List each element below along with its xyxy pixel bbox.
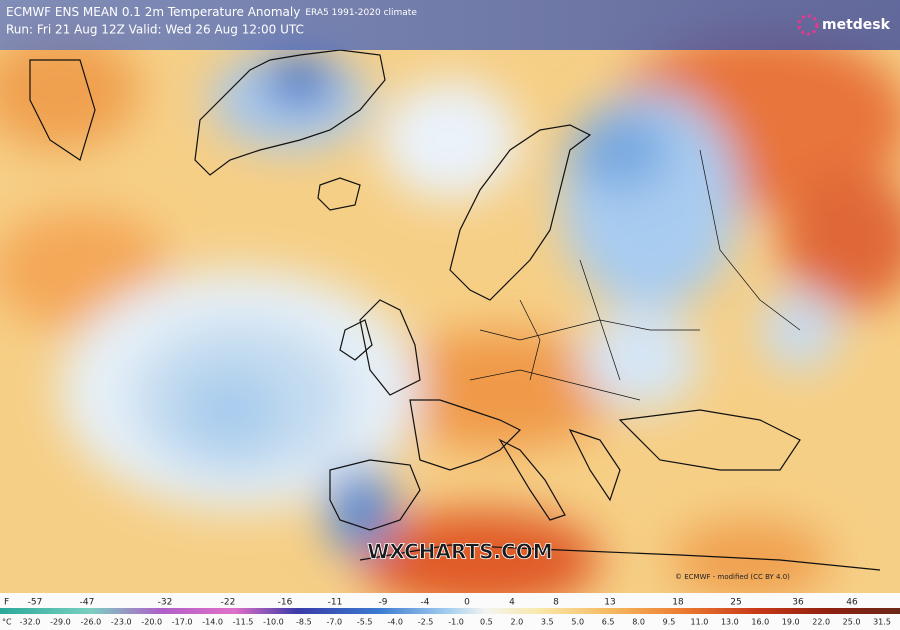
- c-label: -29.0: [50, 618, 71, 627]
- c-label: 0.5: [480, 618, 493, 627]
- c-label: -26.0: [81, 618, 102, 627]
- c-label: 9.5: [663, 618, 676, 627]
- f-label: -11: [328, 598, 343, 608]
- c-label: -5.5: [357, 618, 373, 627]
- c-label: -14.0: [202, 618, 223, 627]
- watermark: WXCHARTS.COM: [367, 540, 552, 564]
- c-label: 25.0: [843, 618, 861, 627]
- copyright: © ECMWF - modified (CC BY 4.0): [675, 573, 790, 581]
- f-label: -32: [158, 598, 173, 608]
- c-label: -20.0: [141, 618, 162, 627]
- c-label: 11.0: [691, 618, 709, 627]
- c-label: 5.0: [571, 618, 584, 627]
- c-label: 3.5: [541, 618, 554, 627]
- logo: metdesk: [797, 14, 891, 36]
- f-label: 36: [792, 598, 804, 608]
- c-label: 31.5: [873, 618, 891, 627]
- coastlines: [29, 49, 881, 571]
- header-run: Run: Fri 21 Aug 12Z Valid: Wed 26 Aug 12…: [6, 23, 304, 37]
- f-label: 25: [730, 598, 741, 608]
- logo-text: metdesk: [822, 17, 891, 33]
- c-label: -11.5: [233, 618, 254, 627]
- f-labels: -57 -47 -32 -22 -16 -11 -9 -4 0 4 8 13 18 25 36 46: [28, 598, 858, 608]
- f-label: -47: [80, 598, 95, 608]
- f-label: -9: [379, 598, 388, 608]
- c-label: -2.5: [418, 618, 434, 627]
- f-unit: F: [4, 598, 9, 608]
- f-label: 0: [464, 598, 470, 608]
- logo-icon: [797, 14, 819, 36]
- c-label: -4.0: [387, 618, 403, 627]
- c-label: 16.0: [751, 618, 769, 627]
- f-label: 46: [846, 598, 858, 608]
- c-label: 8.0: [632, 618, 645, 627]
- c-label: -10.0: [263, 618, 284, 627]
- f-label: 13: [604, 598, 615, 608]
- title: ECMWF ENS MEAN 0.1 2m Temperature Anomal…: [6, 5, 300, 19]
- c-labels: -32.0 -29.0 -26.0 -23.0 -20.0 -17.0 -14.0 -11.5…: [20, 618, 891, 627]
- f-label: -16: [278, 598, 293, 608]
- c-label: -1.0: [448, 618, 464, 627]
- c-label: -32.0: [20, 618, 41, 627]
- f-label: -4: [421, 598, 430, 608]
- c-label: -17.0: [172, 618, 193, 627]
- c-label: 13.0: [721, 618, 739, 627]
- climate: ERA5 1991-2020 climate: [305, 8, 417, 18]
- anomaly-field: [0, 30, 900, 610]
- header-title: ECMWF ENS MEAN 0.1 2m Temperature Anomal…: [6, 5, 417, 19]
- borders: [469, 149, 801, 401]
- f-label: -22: [221, 598, 236, 608]
- c-label: 22.0: [812, 618, 830, 627]
- header-band: [0, 0, 900, 50]
- c-unit: °C: [2, 618, 12, 627]
- f-label: 4: [509, 598, 515, 608]
- f-label: -57: [28, 598, 43, 608]
- c-label: 2.0: [510, 618, 523, 627]
- c-label: 19.0: [782, 618, 800, 627]
- c-label: -7.0: [326, 618, 342, 627]
- f-label: 18: [672, 598, 684, 608]
- c-label: -23.0: [111, 618, 132, 627]
- c-label: 6.5: [602, 618, 615, 627]
- c-label: -8.5: [296, 618, 312, 627]
- f-label: 8: [553, 598, 559, 608]
- color-bar: [0, 608, 900, 614]
